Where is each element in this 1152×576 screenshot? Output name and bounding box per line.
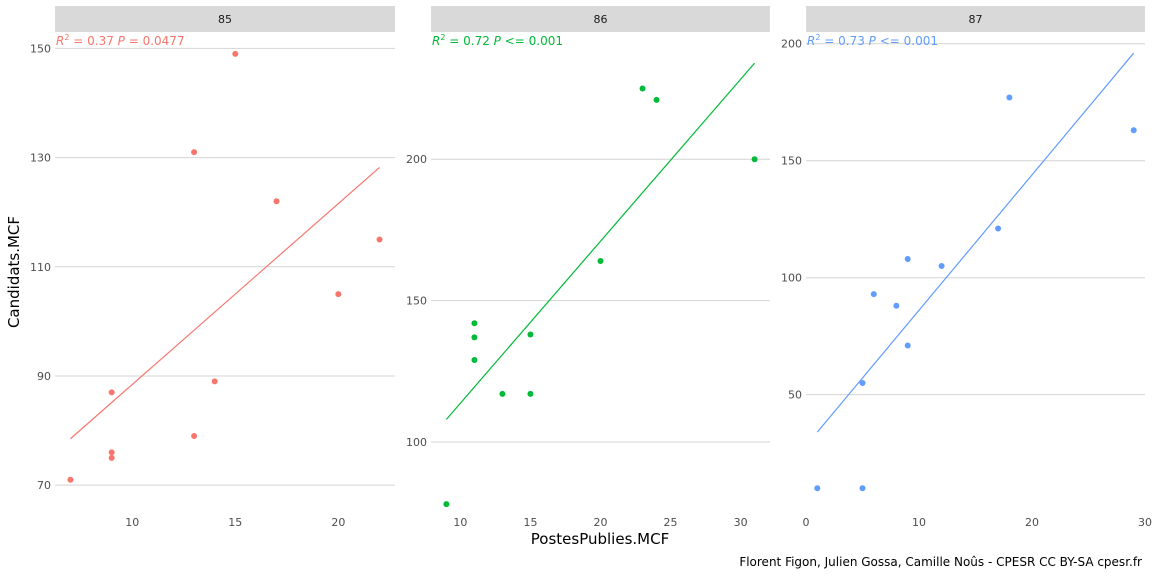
data-point — [273, 198, 280, 205]
data-point — [527, 331, 534, 338]
y-tick-label: 110 — [30, 261, 51, 274]
facet-panel-85: 85 70 90 110 130 150 10 15 20 R2 = 0.37 P = 0.047… — [30, 6, 395, 529]
x-axis-title: PostesPublies.MCF — [531, 530, 669, 548]
x-tick-label: 25 — [664, 516, 678, 529]
data-point — [443, 501, 450, 508]
y-tick-label: 200 — [781, 38, 802, 51]
data-point — [859, 379, 866, 386]
y-tick-label: 150 — [406, 295, 427, 308]
regression-line — [445, 62, 756, 420]
data-point — [471, 320, 478, 327]
y-tick-label: 50 — [788, 389, 802, 402]
data-point — [191, 433, 198, 440]
data-point — [995, 225, 1002, 232]
data-point — [471, 334, 478, 341]
data-point — [232, 50, 239, 57]
data-point — [870, 291, 877, 298]
stat-annotation: R2 = 0.37 P = 0.0477 — [56, 33, 185, 48]
data-point — [471, 356, 478, 363]
data-point — [814, 485, 821, 492]
data-point — [108, 454, 115, 461]
x-tick-label: 20 — [594, 516, 608, 529]
facet-panel-86: 86 100 150 200 10 15 20 25 30 R2 = 0.72 P <= 0.00… — [406, 6, 770, 529]
x-tick-label: 30 — [1138, 516, 1152, 529]
y-tick-label: 100 — [781, 272, 802, 285]
y-tick-label: 90 — [37, 370, 51, 383]
facet-strip-background — [55, 6, 395, 32]
y-axis-title: Candidats.MCF — [5, 216, 23, 328]
data-point — [376, 236, 383, 243]
data-point — [108, 449, 115, 456]
facet-strip-label: 86 — [594, 13, 608, 26]
x-tick-label: 10 — [912, 516, 926, 529]
facet-panel-87: 87 50 100 150 200 0 10 20 30 R2 = 0.73 P <= 0.001 — [781, 6, 1152, 529]
data-point — [67, 476, 74, 483]
y-tick-label: 70 — [37, 479, 51, 492]
data-point — [751, 156, 758, 163]
stat-annotation: R2 = 0.73 P <= 0.001 — [807, 33, 938, 48]
data-point — [639, 85, 646, 92]
data-point — [527, 390, 534, 397]
x-tick-label: 0 — [803, 516, 810, 529]
x-tick-label: 15 — [523, 516, 537, 529]
y-tick-label: 100 — [406, 436, 427, 449]
data-point — [499, 390, 506, 397]
facet-strip-label: 85 — [218, 13, 232, 26]
data-point — [191, 149, 198, 156]
data-point — [108, 389, 115, 396]
stat-annotation: R2 = 0.72 P <= 0.001 — [432, 33, 563, 48]
data-point — [1006, 94, 1013, 101]
facet-strip-background — [431, 6, 770, 32]
data-point — [597, 258, 604, 265]
facet-strip-label: 87 — [969, 13, 983, 26]
data-point — [211, 378, 218, 385]
data-point — [904, 342, 911, 349]
regression-line — [70, 166, 380, 440]
y-tick-label: 150 — [30, 42, 51, 55]
data-point — [335, 291, 342, 298]
data-point — [938, 262, 945, 269]
x-tick-label: 15 — [228, 516, 242, 529]
data-point — [859, 485, 866, 492]
x-tick-label: 20 — [331, 516, 345, 529]
y-tick-label: 130 — [30, 152, 51, 165]
data-point — [653, 96, 660, 103]
regression-line — [816, 52, 1135, 433]
data-point — [904, 255, 911, 262]
x-tick-label: 10 — [453, 516, 467, 529]
x-tick-label: 20 — [1025, 516, 1039, 529]
x-tick-label: 10 — [125, 516, 139, 529]
chart-caption: Florent Figon, Julien Gossa, Camille Noû… — [739, 555, 1142, 569]
x-tick-label: 30 — [734, 516, 748, 529]
y-tick-label: 200 — [406, 153, 427, 166]
data-point — [893, 302, 900, 309]
data-point — [1130, 127, 1137, 134]
y-tick-label: 150 — [781, 155, 802, 168]
facet-strip-background — [806, 6, 1145, 32]
